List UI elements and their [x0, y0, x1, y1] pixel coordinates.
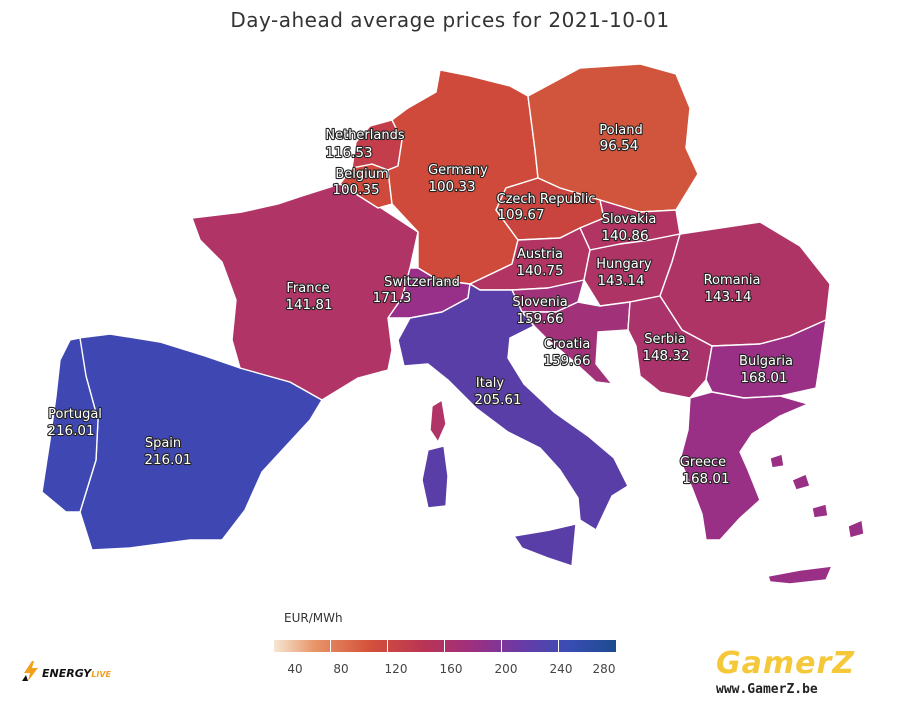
label-germany: Germany 100.33: [427, 162, 489, 196]
legend-tick: 240: [549, 662, 573, 676]
label-name: Serbia: [644, 332, 685, 347]
label-value: 140.75: [516, 263, 563, 279]
energylive-wordmark: ENERGYLIVE: [42, 667, 111, 680]
label-name: Croatia: [544, 337, 591, 352]
label-value: 205.61: [474, 392, 521, 408]
label-name: Portugal: [48, 407, 102, 422]
label-value: 159.66: [543, 353, 590, 369]
label-name: Austria: [517, 247, 563, 262]
label-hungary: Hungary 143.14: [595, 256, 653, 290]
label-name: Netherlands: [325, 128, 404, 143]
label-czech-republic: Czech Republic 109.67: [495, 191, 596, 224]
label-name: Hungary: [596, 257, 652, 272]
legend-color-bar: [274, 640, 616, 652]
legend-tick: 200: [494, 662, 518, 676]
label-value: 216.01: [47, 423, 94, 439]
country-greece-crete[interactable]: [767, 565, 833, 585]
label-slovenia: Slovenia 159.66: [511, 294, 569, 328]
label-slovakia: Slovakia 140.86: [600, 211, 657, 245]
label-value: 140.86: [601, 228, 648, 244]
label-value: 159.66: [516, 311, 563, 327]
label-name: Germany: [428, 163, 488, 178]
label-netherlands: Netherlands 116.53: [324, 127, 406, 162]
label-name: Belgium: [335, 167, 388, 182]
label-value: 168.01: [740, 370, 787, 386]
country-france[interactable]: [191, 183, 419, 401]
label-value: 109.67: [497, 207, 544, 223]
label-austria: Austria 140.75: [515, 246, 564, 280]
label-value: 96.54: [600, 138, 639, 154]
country-croatia[interactable]: [521, 301, 631, 385]
label-value: 143.14: [704, 289, 751, 305]
country-italy[interactable]: [397, 283, 629, 531]
legend-tick: 160: [439, 662, 463, 676]
gamerz-watermark: GamerZ www.GamerZ.be: [712, 646, 892, 700]
label-spain: Spain 216.01: [143, 435, 192, 469]
energy-bolt-icon: [22, 661, 38, 681]
label-value: 141.81: [285, 297, 332, 313]
legend-title: EUR/MWh: [284, 611, 343, 625]
label-name: Italy: [476, 376, 505, 391]
label-switzerland: Switzerland 171.3: [372, 274, 461, 307]
country-italy-sardinia[interactable]: [421, 445, 449, 509]
country-italy-sicily[interactable]: [513, 523, 577, 567]
label-bulgaria: Bulgaria 168.01: [738, 353, 794, 387]
label-france: France 141.81: [284, 280, 333, 314]
label-value: 216.01: [144, 452, 191, 468]
label-name: Greece: [680, 455, 726, 470]
label-name: Slovakia: [602, 212, 657, 227]
label-poland: Poland 96.54: [598, 122, 644, 155]
label-value: 168.01: [682, 471, 729, 487]
country-bulgaria[interactable]: [705, 319, 827, 399]
gamerz-brand: GamerZ: [716, 646, 856, 681]
label-greece: Greece 168.01: [679, 454, 731, 488]
label-portugal: Portugal 216.01: [46, 406, 103, 440]
label-name: Slovenia: [512, 295, 567, 310]
legend-tick: 280: [592, 662, 616, 676]
label-name: France: [286, 281, 329, 296]
gamerz-url: www.GamerZ.be: [716, 682, 818, 697]
map-title: Day-ahead average prices for 2021-10-01: [230, 8, 670, 32]
label-romania: Romania 143.14: [702, 272, 761, 306]
label-value: 100.35: [332, 182, 379, 198]
label-value: 100.33: [428, 179, 475, 195]
label-value: 171.3: [373, 290, 412, 306]
legend-tick: 80: [333, 662, 349, 676]
label-name: Poland: [599, 123, 642, 138]
label-name: Spain: [145, 436, 181, 451]
legend-tick: 120: [384, 662, 408, 676]
label-italy: Italy 205.61: [473, 375, 522, 409]
label-value: 143.14: [597, 273, 644, 289]
label-belgium: Belgium 100.35: [331, 166, 389, 199]
label-croatia: Croatia 159.66: [542, 336, 591, 370]
label-name: Bulgaria: [739, 354, 793, 369]
energylive-logo: ENERGYLIVE: [22, 657, 142, 687]
country-greece-islands[interactable]: [769, 453, 865, 539]
label-name: Switzerland: [384, 275, 460, 290]
country-portugal[interactable]: [41, 337, 99, 513]
label-serbia: Serbia 148.32: [641, 331, 690, 365]
legend-tick: 40: [287, 662, 303, 676]
country-greece[interactable]: [679, 391, 809, 541]
label-value: 148.32: [642, 348, 689, 364]
label-value: 116.53: [325, 145, 372, 161]
label-name: Romania: [704, 273, 761, 288]
country-france-corsica[interactable]: [429, 399, 447, 443]
label-name: Czech Republic: [497, 192, 596, 207]
